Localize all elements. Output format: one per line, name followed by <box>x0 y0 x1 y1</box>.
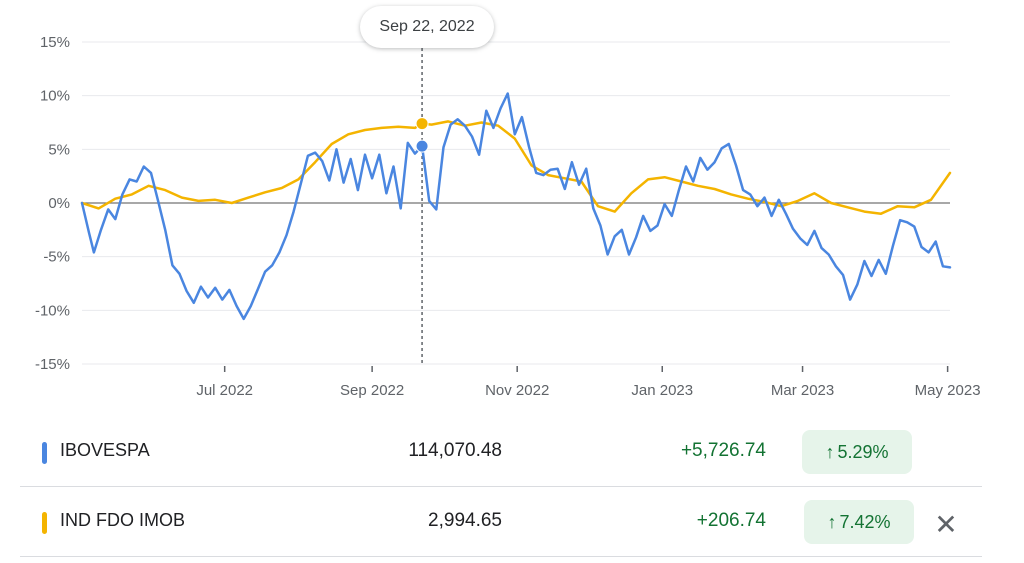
series-change: +5,726.74 <box>680 440 766 461</box>
x-tick-label: Sep 2022 <box>340 382 404 399</box>
series-color-swatch <box>42 512 47 534</box>
x-tick-label: Nov 2022 <box>485 382 549 399</box>
series-line-ind-fdo-imob <box>80 120 952 215</box>
hover-points <box>415 117 429 153</box>
x-tick-label: Jul 2022 <box>196 382 253 399</box>
tooltip-date: Sep 22, 2022 <box>379 18 475 35</box>
line-chart[interactable]: 15% 10% 5% 0% -5% -10% -15% Jul 2022 Sep 2022 No… <box>0 0 1024 410</box>
x-tick-label: Jan 2023 <box>631 382 693 399</box>
series-color-swatch <box>42 442 47 464</box>
hover-point-ibovespa <box>415 139 429 153</box>
close-icon[interactable]: ✕ <box>934 508 958 540</box>
percent-change: 7.42% <box>839 511 891 532</box>
series-lines <box>80 92 952 321</box>
legend-row-ibovespa[interactable]: IBOVESPA 114,070.48 +5,726.74 ↑ 5.29% <box>20 418 982 487</box>
series-change: +206.74 <box>696 510 766 531</box>
x-tick-label: Mar 2023 <box>771 382 834 399</box>
y-tick-label: 5% <box>48 141 70 158</box>
y-tick-label: 10% <box>40 88 70 105</box>
arrow-up-icon: ↑ <box>825 441 835 462</box>
series-line-ibovespa <box>80 92 952 321</box>
gridlines <box>82 41 950 365</box>
percent-change-badge: ↑ 7.42% <box>804 500 914 544</box>
series-value: 2,994.65 <box>428 510 502 531</box>
x-tick-label: May 2023 <box>915 382 981 399</box>
y-tick-label: -10% <box>35 302 70 319</box>
y-tick-label: -5% <box>43 249 70 266</box>
legend-row-ind-fdo-imob[interactable]: IND FDO IMOB 2,994.65 +206.74 ↑ 7.42% ✕ <box>20 488 982 557</box>
percent-change-badge: ↑ 5.29% <box>802 430 912 474</box>
hover-point-ind-fdo-imob <box>415 117 429 131</box>
series-value: 114,070.48 <box>408 440 502 461</box>
y-axis-labels: 15% 10% 5% 0% -5% -10% -15% <box>35 34 70 373</box>
series-name: IND FDO IMOB <box>60 510 185 530</box>
y-tick-label: 0% <box>48 195 70 212</box>
series-name: IBOVESPA <box>60 440 150 460</box>
y-tick-label: 15% <box>40 34 70 51</box>
x-axis: Jul 2022 Sep 2022 Nov 2022 Jan 2023 Mar 2023… <box>196 366 981 399</box>
percent-change: 5.29% <box>837 441 889 462</box>
y-tick-label: -15% <box>35 356 70 373</box>
arrow-up-icon: ↑ <box>827 511 837 532</box>
hover-date-tooltip: Sep 22, 2022 <box>360 6 494 48</box>
